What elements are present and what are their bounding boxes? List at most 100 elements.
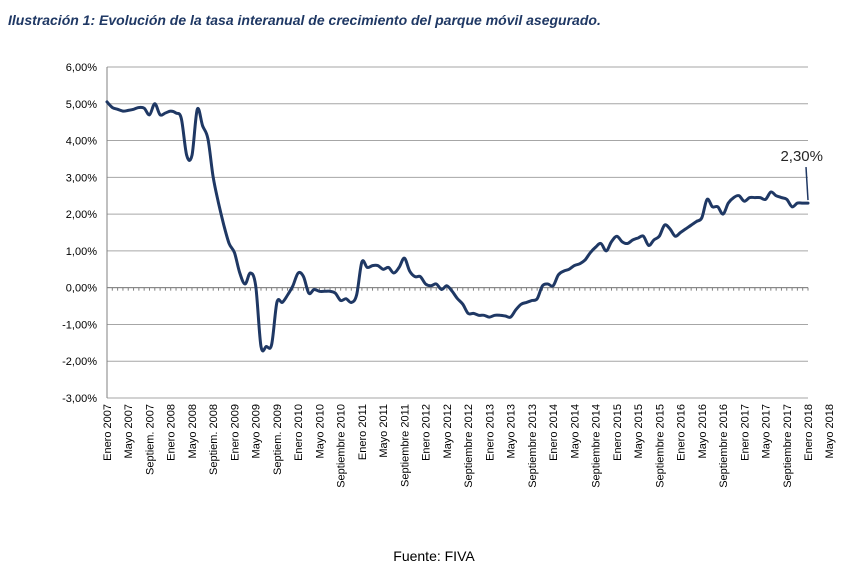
data-point <box>706 198 709 201</box>
line-chart: 6,00% 5,00% 4,00% 3,00% 2,00% 1,00% 0,00% -1,00… <box>62 62 836 488</box>
data-point <box>111 106 114 109</box>
data-point <box>334 292 337 295</box>
data-point <box>695 220 698 223</box>
data-point <box>360 260 363 263</box>
data-point <box>392 272 395 275</box>
data-point <box>759 196 762 199</box>
data-point <box>254 284 257 287</box>
data-point <box>403 257 406 260</box>
data-point <box>419 275 422 278</box>
x-tick-label: Enero 2009 <box>229 404 241 461</box>
y-tick-label: -3,00% <box>62 393 97 405</box>
data-point <box>488 316 491 319</box>
data-point <box>164 112 167 115</box>
data-point <box>148 113 151 116</box>
x-tick-label: Enero 2016 <box>676 404 688 461</box>
data-point <box>530 299 533 302</box>
data-point <box>499 314 502 317</box>
x-tick-label: Mayo 2014 <box>569 404 581 458</box>
data-point <box>260 345 263 348</box>
data-point <box>382 268 385 271</box>
x-tick-label: Septiembre 2012 <box>463 404 475 488</box>
x-tick-label: Septiem. 2008 <box>208 404 220 475</box>
data-point <box>552 284 555 287</box>
data-point <box>599 242 602 245</box>
data-point <box>329 290 332 293</box>
data-point <box>435 283 438 286</box>
y-tick-label: 1,00% <box>66 246 97 258</box>
data-point <box>738 194 741 197</box>
data-point <box>286 294 289 297</box>
x-tick-label: Enero 2007 <box>102 404 114 461</box>
data-point <box>132 108 135 111</box>
data-point <box>594 246 597 249</box>
data-point <box>658 235 661 238</box>
data-point <box>483 314 486 317</box>
data-point <box>514 308 517 311</box>
data-point <box>520 303 523 306</box>
y-tick-label: 6,00% <box>66 62 97 74</box>
data-point <box>159 113 162 116</box>
data-point <box>509 316 512 319</box>
data-point <box>716 205 719 208</box>
x-tick-label: Enero 2008 <box>166 404 178 461</box>
data-point <box>212 176 215 179</box>
data-point <box>445 284 448 287</box>
data-point <box>546 283 549 286</box>
data-point <box>801 202 804 205</box>
x-tick-label: Mayo 2018 <box>824 404 836 458</box>
data-point <box>270 343 273 346</box>
data-point <box>307 292 310 295</box>
annotations: 2,30% <box>780 148 823 201</box>
data-point <box>647 244 650 247</box>
data-point <box>727 202 730 205</box>
data-point <box>674 235 677 238</box>
x-tick-label: Enero 2018 <box>803 404 815 461</box>
data-point <box>568 268 571 271</box>
data-point <box>557 273 560 276</box>
data-point <box>668 227 671 230</box>
data-point <box>493 314 496 317</box>
x-tick-label: Enero 2017 <box>739 404 751 461</box>
x-tick-label: Septiembre 2010 <box>336 404 348 488</box>
x-tick-label: Septiembre 2014 <box>591 404 603 488</box>
data-point <box>642 235 645 238</box>
data-point <box>233 251 236 254</box>
data-point <box>185 154 188 157</box>
source-note: Fuente: FIVA <box>393 548 475 564</box>
y-tick-label: 2,00% <box>66 209 97 221</box>
x-tick-label: Enero 2012 <box>421 404 433 461</box>
data-point <box>191 154 194 157</box>
data-point <box>387 266 390 269</box>
data-point <box>605 249 608 252</box>
data-point <box>663 224 666 227</box>
data-point <box>472 312 475 315</box>
x-tick-label: Enero 2011 <box>357 404 369 460</box>
x-tick-label: Mayo 2016 <box>697 404 709 458</box>
data-point <box>366 266 369 269</box>
data-point <box>137 106 140 109</box>
x-tick-label: Mayo 2011 <box>378 404 390 458</box>
data-point <box>684 227 687 230</box>
x-tick-label: Septiembre 2011 <box>399 404 411 487</box>
data-point <box>106 100 109 103</box>
x-tick-label: Septiembre 2015 <box>654 404 666 488</box>
y-tick-label: 5,00% <box>66 99 97 111</box>
data-point <box>573 264 576 267</box>
annotation-leader <box>805 167 809 201</box>
data-point <box>302 275 305 278</box>
data-point <box>355 294 358 297</box>
data-point <box>339 299 342 302</box>
data-point <box>429 284 432 287</box>
x-tick-label: Septiembre 2017 <box>782 404 794 488</box>
data-point <box>414 275 417 278</box>
data-point <box>769 191 772 194</box>
data-point <box>244 283 247 286</box>
data-point <box>690 224 693 227</box>
y-tick-label: 0,00% <box>66 283 97 295</box>
data-point <box>323 290 326 293</box>
data-point <box>791 205 794 208</box>
data-point <box>653 238 656 241</box>
data-point <box>275 301 278 304</box>
y-tick-labels: 6,00% 5,00% 4,00% 3,00% 2,00% 1,00% 0,00% -1,00… <box>62 62 97 405</box>
